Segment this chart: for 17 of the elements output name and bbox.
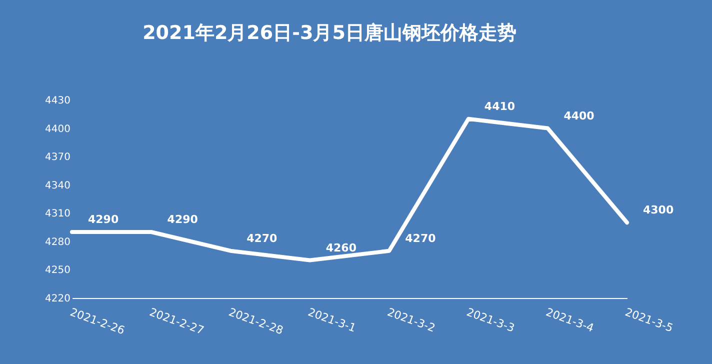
- data-label: 4260: [326, 241, 357, 254]
- y-tick-label: 4220: [45, 294, 70, 304]
- y-tick-label: 4430: [45, 96, 70, 106]
- data-label: 4290: [167, 213, 198, 226]
- data-label: 4400: [564, 109, 595, 122]
- data-label: 4410: [484, 100, 516, 113]
- y-tick-label: 4280: [45, 236, 70, 248]
- data-label: 4270: [405, 232, 436, 245]
- y-tick-label: 4340: [45, 180, 70, 192]
- y-tick-label: 4250: [45, 265, 70, 276]
- chart-title: 2021年2月26日-3月5日唐山钢坯价格走势: [142, 22, 516, 44]
- y-tick-label: 4400: [45, 124, 70, 135]
- y-tick-label: 4310: [45, 208, 70, 220]
- data-label: 4300: [643, 204, 674, 217]
- data-label: 4290: [88, 213, 119, 226]
- data-label: 4270: [246, 232, 278, 245]
- y-tick-label: 4370: [45, 152, 70, 164]
